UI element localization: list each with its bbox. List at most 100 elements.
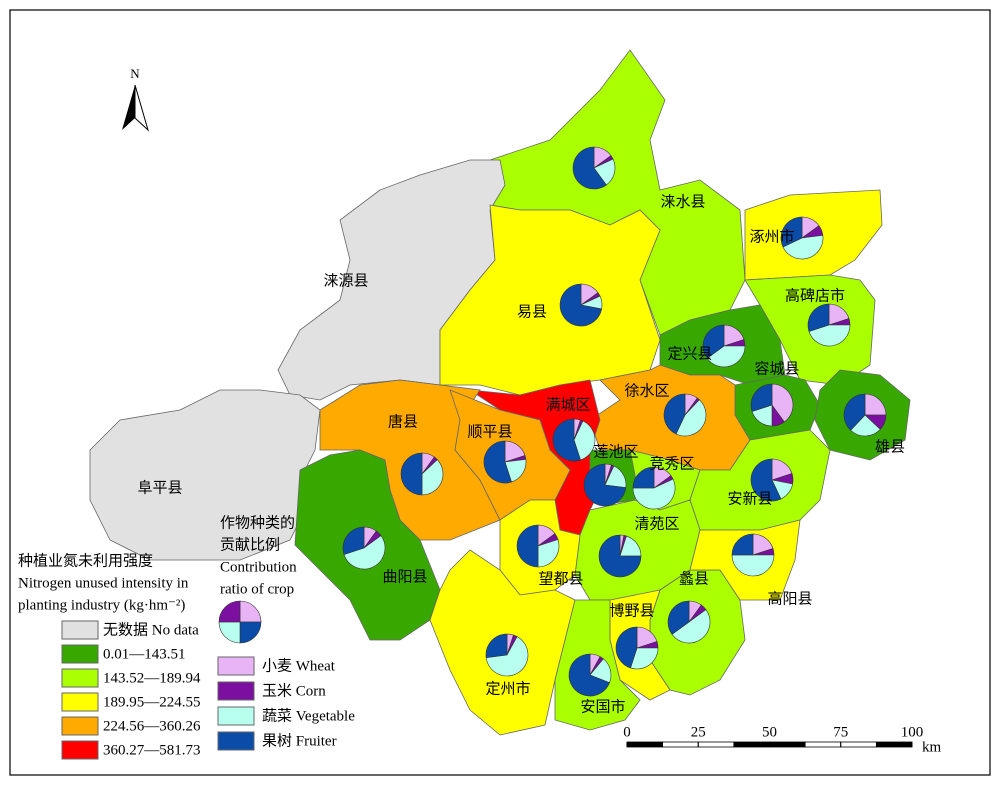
legend-label: 224.56—360.26 <box>103 718 201 734</box>
county-label: 顺平县 <box>467 423 512 440</box>
pie-wedge <box>771 383 794 423</box>
county-label: 定兴县 <box>667 345 712 362</box>
pie-wedge <box>702 324 725 359</box>
north-arrow-left <box>122 85 135 130</box>
pie-wedge <box>573 420 596 461</box>
legend-label: 360.27—581.73 <box>103 742 201 758</box>
north-arrow-right <box>134 84 149 132</box>
legend-swatch <box>61 620 99 640</box>
scale-segment <box>697 741 735 748</box>
legend-swatch <box>61 740 99 760</box>
legend-sample-pie <box>218 600 262 644</box>
pie-wedge <box>537 539 560 568</box>
crop-legend-title: ratio of crop <box>220 581 294 597</box>
county-label: 易县 <box>517 304 547 320</box>
county-label: 唐县 <box>388 413 418 430</box>
pie-wedge <box>516 524 539 568</box>
sample-wedge <box>218 600 241 623</box>
legend-swatch <box>61 716 99 736</box>
pie-wedge <box>485 636 529 677</box>
scale-tick-label: 0 <box>623 724 631 740</box>
pie-wedge <box>731 533 754 556</box>
county-label: 涞源县 <box>323 272 368 289</box>
scale-segment <box>733 741 770 748</box>
crop-swatch <box>217 681 255 701</box>
county-label: 容城县 <box>754 360 799 377</box>
pie-wedge <box>750 383 773 412</box>
pie-charts <box>342 146 887 697</box>
county-label: 望都县 <box>538 570 583 587</box>
crop-swatch <box>217 706 255 726</box>
pie-wedge <box>671 609 711 644</box>
sample-wedge <box>218 621 241 644</box>
county-label: 博野县 <box>609 602 654 619</box>
crop-swatch <box>217 656 255 676</box>
north-label: N <box>130 66 140 81</box>
legend-swatch <box>61 692 99 712</box>
crop-swatch <box>217 731 255 751</box>
legend-label: 无数据 No data <box>103 621 199 638</box>
pie-wedge <box>598 534 642 578</box>
scale-segment <box>626 741 664 748</box>
county-label: 莲池区 <box>593 443 638 460</box>
pie-wedge <box>864 393 887 416</box>
pie-wedge <box>615 626 638 669</box>
county-label: 高阳县 <box>767 590 812 607</box>
scale-unit: km <box>922 739 942 755</box>
legend-title: 种植业氮未利用强度 <box>18 552 153 569</box>
pie-wedge <box>552 418 581 462</box>
pie-wedge <box>780 216 803 248</box>
pie-wedge <box>808 324 851 347</box>
pie-wedge <box>782 235 824 260</box>
pie-wedge <box>583 463 627 507</box>
pie-wedge <box>632 478 676 510</box>
scale-tick-label: 50 <box>762 724 777 740</box>
crop-legend-title: 作物种类的 <box>220 514 295 531</box>
pie-wedge <box>572 146 607 190</box>
crop-label: 蔬菜 Vegetable <box>262 707 355 724</box>
county-label: 徐水区 <box>624 382 669 399</box>
pie-wedge <box>630 647 659 670</box>
pie-wedge <box>485 633 508 658</box>
legend-label: 0.01—143.51 <box>103 646 186 662</box>
crop-label: 果树 Fruiter <box>262 732 337 749</box>
sample-wedge <box>239 621 262 644</box>
legend-title: planting industry (kg·hm⁻²) <box>18 597 185 613</box>
scale-segment <box>875 741 913 748</box>
crop-legend-title: Contribution <box>220 559 297 575</box>
pie-wedge <box>632 466 655 489</box>
pie-wedge <box>400 452 423 496</box>
county-area <box>89 389 321 561</box>
county-label: 高碑店市 <box>785 287 845 304</box>
pie-wedge <box>342 526 365 555</box>
county-label: 满城区 <box>545 396 590 413</box>
pie-wedge <box>559 283 602 327</box>
pie-wedge <box>706 345 746 368</box>
scale-segment <box>662 741 699 748</box>
county-label: 涿州市 <box>749 228 794 245</box>
crop-label: 玉米 Corn <box>262 682 326 699</box>
county-label: 蠡县 <box>679 570 709 587</box>
scale-tick-label: 75 <box>833 724 848 740</box>
pie-wedge <box>807 303 830 332</box>
legend: 种植业氮未利用强度 Nitrogen unused intensity in pla… <box>18 514 355 760</box>
pie-wedge <box>568 653 610 697</box>
north-arrow: N <box>122 66 149 132</box>
county-label: 雄县 <box>875 438 905 455</box>
pie-wedge <box>850 414 881 437</box>
pie-wedge <box>667 600 690 635</box>
county-label: 阜平县 <box>137 479 182 496</box>
pie-wedge <box>663 393 686 435</box>
crop-legend-title: 贡献比例 <box>220 536 280 553</box>
legend-swatch <box>61 668 99 688</box>
county-label: 清苑区 <box>634 515 679 532</box>
pie-wedge <box>750 458 782 502</box>
scale-tick-label: 100 <box>901 724 924 740</box>
scale-segment <box>804 741 842 748</box>
scale-tick-label: 25 <box>691 724 706 740</box>
county-label: 涞水县 <box>660 193 705 210</box>
county-label: 安国市 <box>580 698 625 715</box>
